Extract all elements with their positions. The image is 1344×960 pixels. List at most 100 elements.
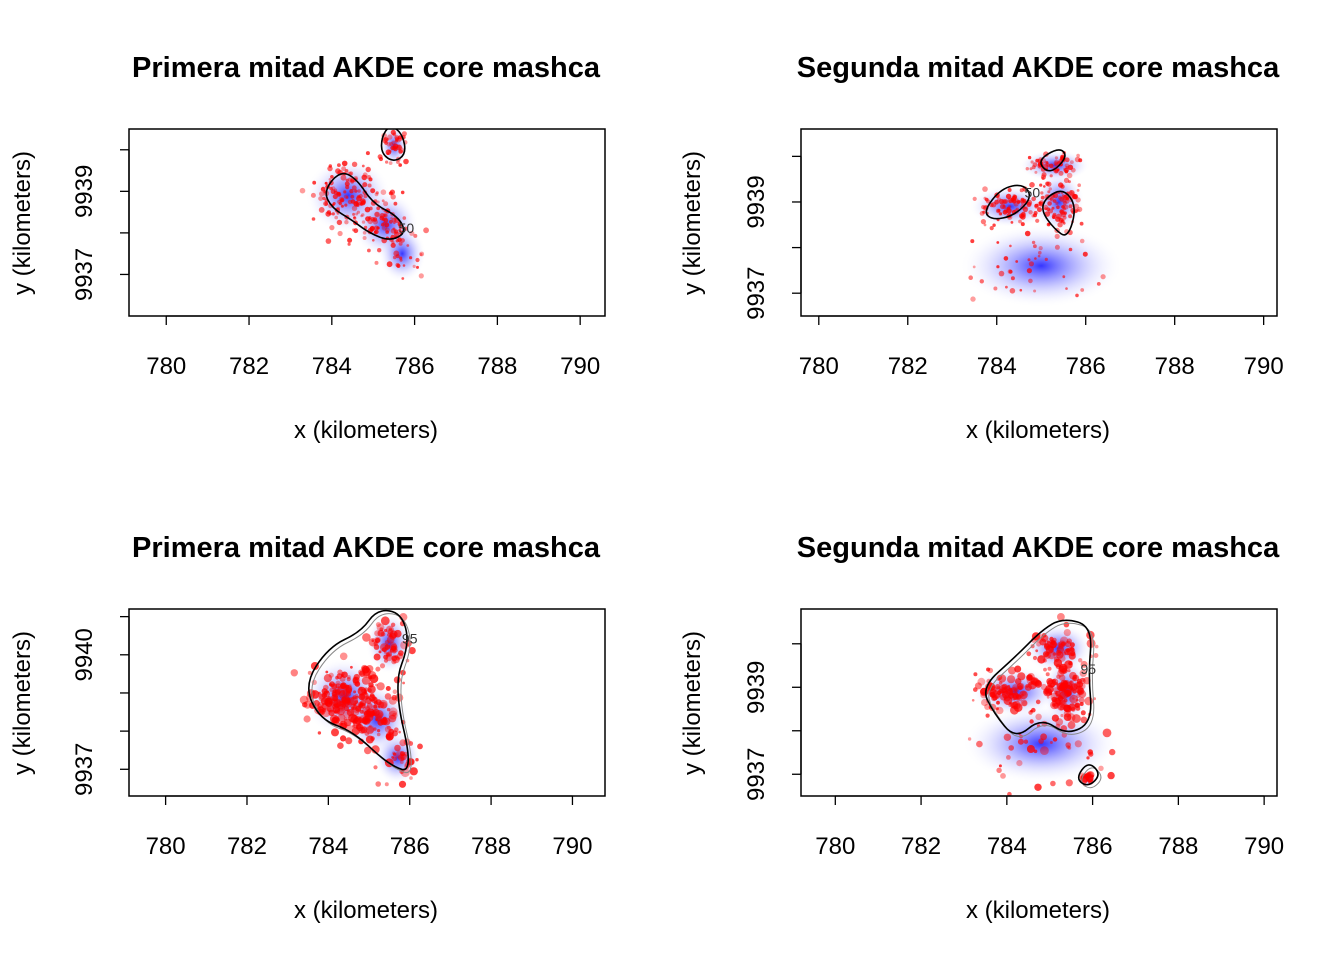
location-point	[388, 714, 397, 723]
location-point	[1058, 665, 1067, 675]
location-point	[385, 733, 394, 741]
location-point	[1078, 697, 1085, 704]
location-point	[1063, 203, 1066, 207]
location-point	[1077, 183, 1081, 187]
location-point	[1069, 688, 1073, 692]
contour-line	[325, 172, 405, 240]
location-point	[973, 672, 978, 677]
location-point	[347, 237, 353, 243]
location-point	[375, 666, 381, 672]
location-point	[1016, 760, 1023, 767]
location-point	[1003, 199, 1008, 204]
location-point	[1067, 164, 1074, 170]
location-point	[362, 172, 368, 178]
location-point	[349, 171, 354, 176]
location-point	[325, 670, 329, 674]
x-tick-label: 786	[390, 833, 430, 860]
contour-line	[308, 609, 409, 771]
location-point	[336, 707, 345, 716]
location-point	[369, 712, 373, 716]
location-point	[1087, 749, 1093, 755]
location-point	[350, 179, 355, 184]
location-point	[1022, 206, 1028, 213]
location-point	[344, 169, 349, 173]
location-point	[408, 647, 416, 655]
location-point	[1044, 652, 1051, 659]
location-point	[371, 745, 380, 754]
location-point	[344, 203, 348, 207]
location-point	[397, 754, 405, 761]
location-point	[967, 737, 972, 741]
location-point	[388, 114, 392, 118]
location-point	[365, 151, 370, 156]
location-point	[337, 191, 341, 196]
x-axis: 780 782 784 786 788 790	[146, 795, 592, 860]
location-point	[1075, 197, 1081, 203]
location-point	[1079, 669, 1088, 677]
x-tick-label: 786	[395, 353, 435, 380]
location-point	[402, 216, 407, 220]
location-point	[403, 158, 409, 165]
location-point	[1057, 168, 1060, 172]
location-point	[336, 219, 343, 226]
location-point	[1068, 661, 1073, 666]
location-point	[361, 676, 371, 685]
location-point	[363, 194, 368, 199]
location-point	[396, 160, 400, 165]
location-point	[373, 230, 377, 234]
location-point	[402, 264, 406, 267]
location-point	[351, 161, 358, 167]
location-point	[318, 196, 323, 202]
location-point	[1030, 160, 1034, 164]
location-point	[1062, 200, 1067, 205]
location-point	[391, 694, 398, 701]
location-point	[334, 215, 339, 220]
location-point	[1072, 194, 1078, 200]
location-point	[352, 228, 355, 232]
x-tick-label: 780	[146, 353, 186, 380]
location-point	[415, 257, 420, 263]
location-point	[353, 228, 359, 234]
location-point	[385, 625, 394, 634]
location-point	[359, 670, 366, 677]
location-point	[1014, 687, 1019, 693]
location-point	[355, 212, 359, 216]
location-point	[384, 213, 388, 218]
location-point	[1082, 251, 1088, 257]
location-point	[1107, 771, 1115, 780]
location-point	[1002, 205, 1007, 210]
location-point	[1074, 702, 1081, 708]
x-tick-label: 790	[552, 833, 592, 860]
location-point	[392, 689, 398, 694]
location-point	[339, 652, 348, 661]
location-point	[1047, 666, 1052, 671]
location-point	[365, 216, 371, 222]
location-point	[390, 622, 396, 627]
location-point	[1016, 683, 1024, 690]
y-tick-label: 9937	[743, 748, 770, 801]
location-point	[338, 196, 345, 202]
location-point	[353, 690, 357, 694]
location-point	[374, 211, 380, 217]
location-point	[1033, 244, 1037, 249]
location-point	[1052, 637, 1057, 643]
location-point	[375, 622, 381, 628]
location-point	[1033, 289, 1037, 293]
location-point	[419, 251, 425, 257]
location-point	[318, 207, 325, 213]
location-point	[1063, 629, 1071, 637]
plot-area: 95	[962, 613, 1121, 796]
location-point	[374, 260, 379, 265]
panel-1-ylabel: y (kilometers)	[9, 151, 36, 295]
location-point	[361, 220, 366, 224]
x-tick-label: 788	[471, 833, 511, 860]
location-point	[1015, 260, 1019, 263]
location-point	[995, 707, 999, 711]
location-point	[989, 226, 994, 231]
location-point	[1008, 269, 1013, 274]
location-point	[1008, 690, 1014, 696]
location-point	[1032, 162, 1038, 168]
location-point	[349, 189, 354, 194]
location-point	[398, 163, 403, 167]
